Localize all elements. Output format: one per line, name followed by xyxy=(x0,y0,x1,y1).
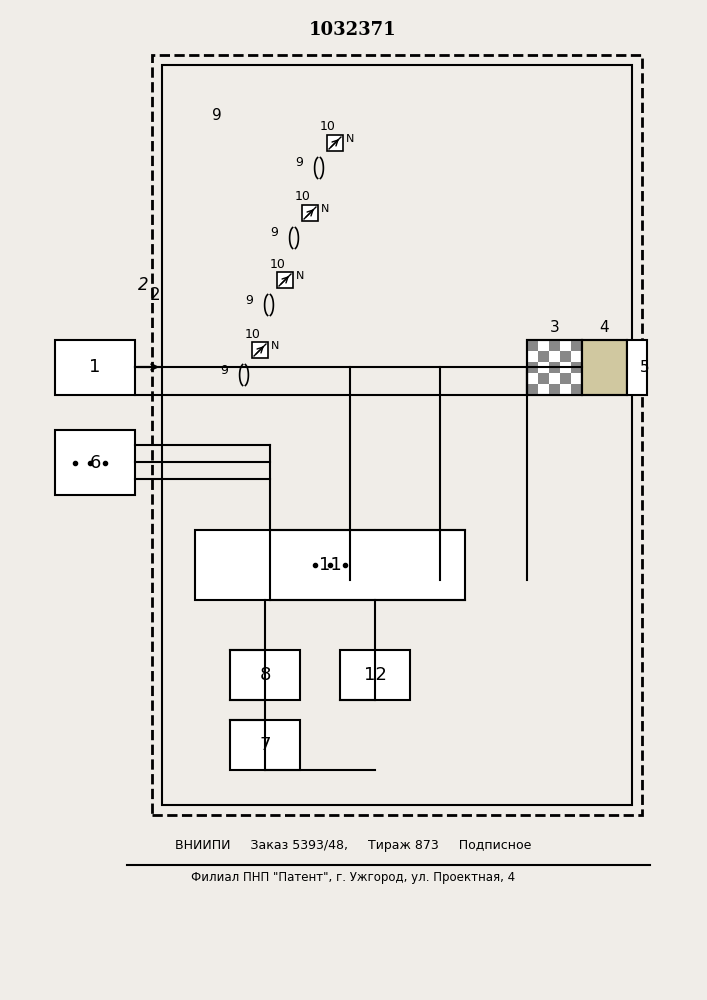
Text: 1032371: 1032371 xyxy=(309,21,397,39)
Text: N: N xyxy=(321,204,329,214)
Text: 5: 5 xyxy=(640,360,650,375)
Bar xyxy=(277,272,293,288)
Bar xyxy=(527,362,538,373)
Text: 2: 2 xyxy=(150,286,160,304)
Bar xyxy=(230,720,300,770)
Text: 7: 7 xyxy=(259,736,271,754)
Bar xyxy=(162,65,632,805)
Bar xyxy=(527,340,582,395)
Text: 9: 9 xyxy=(212,107,222,122)
Bar xyxy=(560,373,571,384)
Bar xyxy=(571,384,582,395)
Bar xyxy=(560,351,571,362)
Text: 11: 11 xyxy=(319,556,341,574)
Bar xyxy=(55,430,135,495)
Text: 10: 10 xyxy=(295,190,311,204)
Bar xyxy=(571,362,582,373)
Bar xyxy=(252,342,268,358)
Text: 1: 1 xyxy=(89,359,100,376)
Bar xyxy=(152,55,642,815)
Text: N: N xyxy=(296,271,305,281)
Bar xyxy=(549,384,560,395)
Bar xyxy=(582,340,627,395)
Text: 12: 12 xyxy=(363,666,387,684)
Bar xyxy=(627,340,647,395)
Text: 3: 3 xyxy=(549,320,559,336)
Bar xyxy=(195,530,465,600)
Bar xyxy=(549,340,560,351)
Text: Филиал ПНП "Патент", г. Ужгород, ул. Проектная, 4: Филиал ПНП "Патент", г. Ужгород, ул. Про… xyxy=(191,871,515,884)
Bar xyxy=(549,362,560,373)
Bar xyxy=(527,340,582,395)
Bar xyxy=(538,351,549,362)
Bar xyxy=(582,340,627,395)
Text: N: N xyxy=(346,134,354,144)
Text: 6: 6 xyxy=(89,454,100,472)
Text: 8: 8 xyxy=(259,666,271,684)
Text: 9: 9 xyxy=(295,156,303,169)
Text: 9: 9 xyxy=(245,294,253,306)
Text: 9: 9 xyxy=(270,227,278,239)
Bar xyxy=(230,650,300,700)
Text: ВНИИПИ     Заказ 5393/48,     Тираж 873     Подписное: ВНИИПИ Заказ 5393/48, Тираж 873 Подписно… xyxy=(175,838,531,852)
Text: 10: 10 xyxy=(270,257,286,270)
Text: 2: 2 xyxy=(138,276,148,294)
Bar xyxy=(571,340,582,351)
Text: 10: 10 xyxy=(320,120,336,133)
Bar xyxy=(55,340,135,395)
Text: 4: 4 xyxy=(600,320,609,336)
Bar xyxy=(527,340,538,351)
Text: 10: 10 xyxy=(245,328,261,340)
Bar xyxy=(527,384,538,395)
Text: 9: 9 xyxy=(220,363,228,376)
Bar xyxy=(302,205,318,221)
Bar xyxy=(538,373,549,384)
Bar xyxy=(340,650,410,700)
Text: N: N xyxy=(271,341,279,351)
Bar xyxy=(327,135,343,151)
